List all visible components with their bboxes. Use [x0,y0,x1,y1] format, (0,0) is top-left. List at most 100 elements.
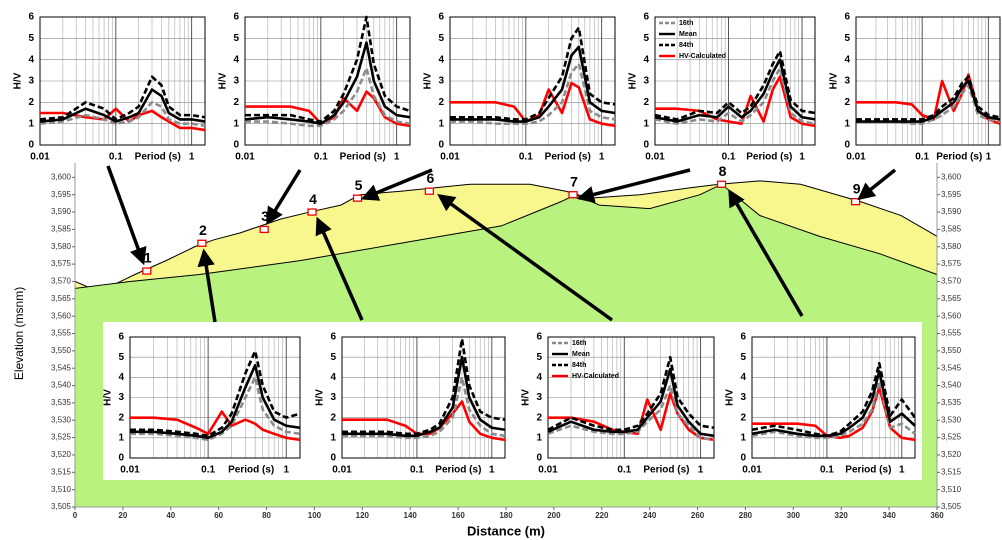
y-tick-label: 5 [536,352,542,363]
y2-tick-label: 3,555 [941,329,962,338]
legend-label: Mean [679,31,697,38]
x-tick-label: 340 [882,511,896,520]
inset-background [622,3,822,163]
station-marker [143,268,151,274]
x-tick-label: 0.1 [617,465,631,476]
station-marker [718,181,726,187]
x-tick-label: 1 [489,465,495,476]
inset-background [417,3,622,163]
y-tick-label: 5 [28,33,34,44]
x-axis-label: Period (s) [545,152,591,163]
station-marker [198,240,206,246]
x-tick-label: 0.01 [120,465,140,476]
legend-label: 84th [679,42,693,49]
y-tick-label: 3,560 [51,311,72,320]
y-tick-label: 2 [740,412,746,423]
x-tick-label: 0.1 [109,152,123,163]
y-tick-label: 3,525 [51,433,72,442]
legend-label: 16th [572,340,586,347]
y2-tick-label: 3,505 [941,502,962,511]
x-tick-label: 260 [691,511,705,520]
y-tick-label: 3,520 [51,450,72,459]
y-tick-label: 0 [844,140,850,151]
y-tick-label: 6 [844,12,850,23]
inset-background [103,322,308,480]
y-tick-label: 5 [643,33,649,44]
x-tick-label: 1 [986,152,992,163]
y2-tick-label: 3,600 [941,172,962,181]
y-tick-label: 1 [233,118,239,129]
y-tick-label: 1 [28,118,34,129]
y2-tick-label: 3,515 [941,467,962,476]
x-tick-label: 100 [308,511,322,520]
y-tick-label: 3 [740,392,746,403]
y-tick-label: 3,590 [51,207,72,216]
y2-tick-label: 3,565 [941,294,962,303]
x-tick-label: 1 [189,152,195,163]
y-tick-label: 4 [536,372,542,383]
x-axis-label: Distance (m) [467,523,545,538]
x-tick-label: 280 [739,511,753,520]
y-tick-label: 2 [330,412,336,423]
y-tick-label: 3,570 [51,277,72,286]
x-tick-label: 0.1 [314,152,328,163]
y-tick-label: 4 [233,54,239,65]
y-tick-label: 5 [118,352,124,363]
inset-chart: 01234560.010.11Period (s)H/V [308,322,513,480]
legend-label: Mean [572,351,590,358]
inset-background [720,322,922,480]
y-tick-label: 2 [233,97,239,108]
x-tick-label: 300 [787,511,801,520]
y-tick-label: 4 [118,372,124,383]
inset-chart: 01234560.010.11Period (s)H/V [212,3,417,163]
y-tick-label: 6 [740,332,746,343]
x-axis-label: Period (s) [228,465,274,476]
station-label: 5 [355,177,363,193]
y-tick-label: 3,565 [51,294,72,303]
x-tick-label: 0.1 [820,465,834,476]
y-tick-label: 2 [536,412,542,423]
y2-tick-label: 3,590 [941,207,962,216]
y-tick-label: 1 [643,118,649,129]
y-tick-label: 3,585 [51,225,72,234]
y2-tick-label: 3,595 [941,190,962,199]
x-axis-label: Period (s) [435,465,481,476]
x-tick-label: 0.01 [332,465,352,476]
y-tick-label: 6 [536,332,542,343]
station-label: 7 [570,173,578,189]
y-tick-label: 3 [536,392,542,403]
x-tick-label: 0.1 [410,465,424,476]
y2-tick-label: 3,525 [941,433,962,442]
y-tick-label: 3,580 [51,242,72,251]
y-tick-label: 3,545 [51,363,72,372]
x-tick-label: 0.01 [30,152,50,163]
x-tick-label: 1 [899,465,905,476]
station-marker [308,209,316,215]
x-tick-label: 80 [262,511,271,520]
x-axis-label: Period (s) [643,465,689,476]
x-tick-label: 160 [451,511,465,520]
x-axis-label: Period (s) [746,152,792,163]
y-axis-label: H/V [829,72,840,89]
y-axis-label: H/V [725,389,736,406]
x-tick-label: 180 [499,511,513,520]
y-tick-label: 3,515 [51,467,72,476]
figure: 3,5053,5053,5103,5103,5153,5153,5203,520… [0,0,1002,540]
y-tick-label: 5 [844,33,850,44]
y-tick-label: 1 [844,118,850,129]
y-tick-label: 2 [844,97,850,108]
y-tick-label: 0 [438,140,444,151]
x-tick-label: 140 [404,511,418,520]
x-tick-label: 320 [835,511,849,520]
y-tick-label: 3 [118,392,124,403]
x-tick-label: 240 [643,511,657,520]
y-tick-label: 3,550 [51,346,72,355]
y-tick-label: 1 [118,432,124,443]
y-tick-label: 3 [643,76,649,87]
y-tick-label: 3 [844,76,850,87]
y-tick-label: 0 [233,140,239,151]
